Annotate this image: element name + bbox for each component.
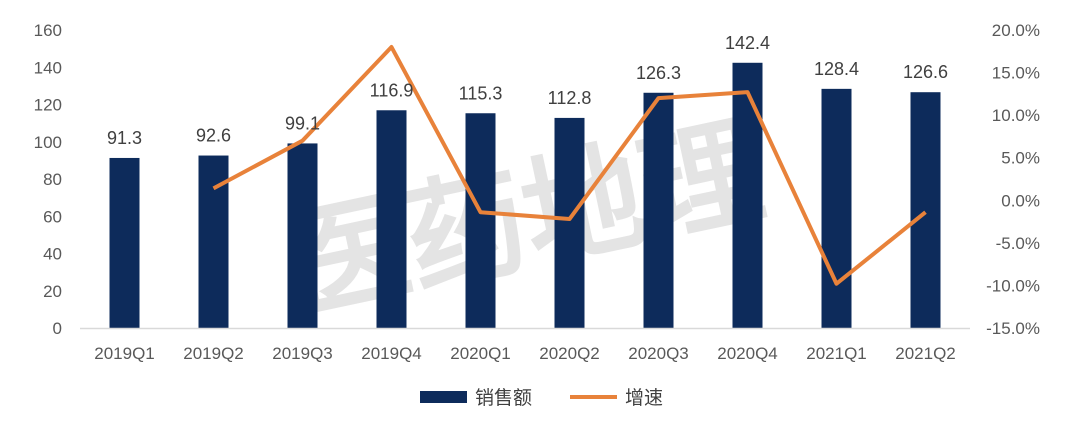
left-tick-label: 80: [43, 170, 62, 189]
x-tick-label: 2021Q1: [806, 344, 867, 363]
right-tick-label: 10.0%: [992, 106, 1040, 125]
left-tick-label: 120: [34, 96, 62, 115]
bar-2021Q2: [910, 92, 941, 329]
growth-rate-line: [212, 45, 927, 286]
x-axis: 2019Q1 2019Q2 2019Q3 2019Q4 2020Q1 2020Q2 2020…: [94, 344, 956, 363]
x-tick-label: 2021Q2: [895, 344, 956, 363]
bar-value-label: 126.6: [903, 62, 948, 82]
bar-2020Q3: [643, 92, 674, 328]
x-tick-label: 2020Q3: [628, 344, 689, 363]
bar-value-label: 126.3: [636, 63, 681, 83]
bar-2020Q1: [465, 113, 496, 328]
right-tick-label: 15.0%: [992, 64, 1040, 83]
x-tick-label: 2019Q3: [272, 344, 333, 363]
right-tick-label: -10.0%: [986, 276, 1040, 295]
watermark-text: 医药地理: [276, 102, 774, 338]
bar-value-label: 92.6: [196, 126, 231, 146]
right-tick-label: 0.0%: [1001, 191, 1040, 210]
bar-value-label: 128.4: [814, 59, 859, 79]
left-tick-label: 140: [34, 58, 62, 77]
bar-data-labels: 91.3 92.6 99.1 116.9 115.3 112.8 126.3 142.4 128…: [107, 33, 948, 148]
left-tick-label: 100: [34, 133, 62, 152]
x-tick-label: 2019Q4: [361, 344, 422, 363]
left-tick-label: 160: [34, 21, 62, 40]
bar-value-label: 116.9: [370, 80, 414, 100]
bar-value-label: 142.4: [725, 33, 770, 53]
bar-value-label: 115.3: [459, 83, 503, 103]
left-tick-label: 60: [43, 207, 62, 226]
bar-value-label: 112.8: [548, 88, 592, 108]
x-tick-label: 2019Q1: [94, 344, 155, 363]
bar-2020Q4: [732, 62, 763, 328]
bar-2021Q1: [821, 88, 852, 328]
left-tick-label: 20: [43, 282, 62, 301]
legend-label-growth: 增速: [625, 387, 663, 409]
bar-2020Q2: [554, 117, 585, 328]
right-tick-label: 20.0%: [992, 21, 1040, 40]
x-tick-label: 2020Q1: [450, 344, 511, 363]
left-axis: 0 20 40 60 80 100 120 140 160: [34, 21, 62, 338]
x-tick-label: 2019Q2: [183, 344, 244, 363]
right-tick-label: -5.0%: [996, 234, 1040, 253]
right-tick-label: -15.0%: [986, 319, 1040, 338]
bar-2019Q4: [376, 110, 407, 329]
x-tick-label: 2020Q4: [717, 344, 778, 363]
bar-value-label: 99.1: [285, 113, 320, 133]
bar-value-label: 91.3: [107, 128, 142, 148]
legend-swatch-sales: [420, 391, 467, 403]
left-tick-label: 40: [43, 245, 62, 264]
bar-2019Q1: [109, 157, 140, 328]
x-tick-label: 2020Q2: [539, 344, 600, 363]
legend: 销售额 增速: [420, 387, 663, 409]
left-tick-label: 0: [53, 319, 62, 338]
legend-label-sales: 销售额: [475, 387, 532, 409]
right-axis: -15.0% -10.0% -5.0% 0.0% 5.0% 10.0% 15.0% 20.0%: [986, 21, 1040, 338]
right-tick-label: 5.0%: [1001, 149, 1040, 168]
bar-2019Q3: [287, 143, 318, 328]
